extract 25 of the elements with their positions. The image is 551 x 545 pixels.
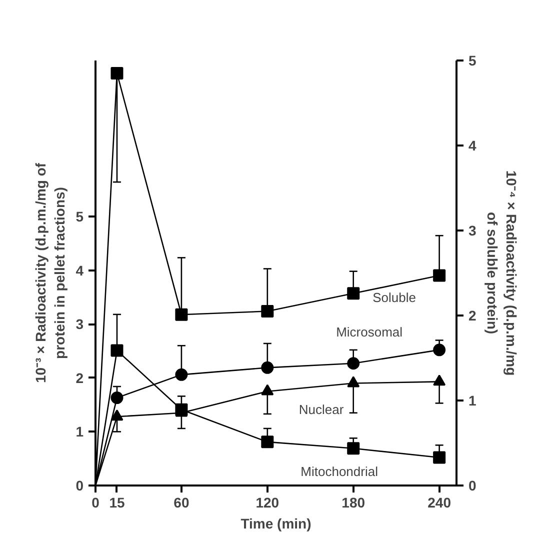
y-tick-label: 0 xyxy=(76,478,84,494)
y2-tick-label: 0 xyxy=(468,478,476,494)
series-label: Soluble xyxy=(372,290,416,306)
y2-tick-label: 4 xyxy=(468,138,476,154)
y2-tick-label: 5 xyxy=(468,52,476,68)
series-label: Nuclear xyxy=(298,402,344,418)
x-tick-label: 180 xyxy=(342,494,366,510)
x-tick-label: 120 xyxy=(256,494,280,510)
y-tick-label: 5 xyxy=(76,208,84,225)
x-tick-label: 240 xyxy=(428,494,452,510)
y-tick-label: 3 xyxy=(76,316,84,332)
y-tick-label: 1 xyxy=(76,424,84,440)
y2-tick-label: 3 xyxy=(468,222,476,238)
x-axis-title: Time (min) xyxy=(240,516,312,532)
y-axis-title: 10⁻³ × Radioactivity (d.p.m./mg of protein in pellet fractions) xyxy=(32,162,68,384)
x-tick-label: 0 xyxy=(92,494,100,510)
x-tick-label: 15 xyxy=(109,494,125,510)
series-label: Microsomal xyxy=(336,324,403,340)
y-tick-label: 4 xyxy=(76,262,84,278)
series-label: Mitochondrial xyxy=(300,464,378,480)
y2-tick-label: 1 xyxy=(468,392,476,408)
y-tick-label: 2 xyxy=(76,370,84,386)
y2-axis-title: 10⁻⁴ × Radioactivity (d.p.m./mg of soluble protein) xyxy=(484,170,520,376)
y2-tick-label: 2 xyxy=(468,308,476,324)
x-tick-label: 60 xyxy=(174,494,190,510)
